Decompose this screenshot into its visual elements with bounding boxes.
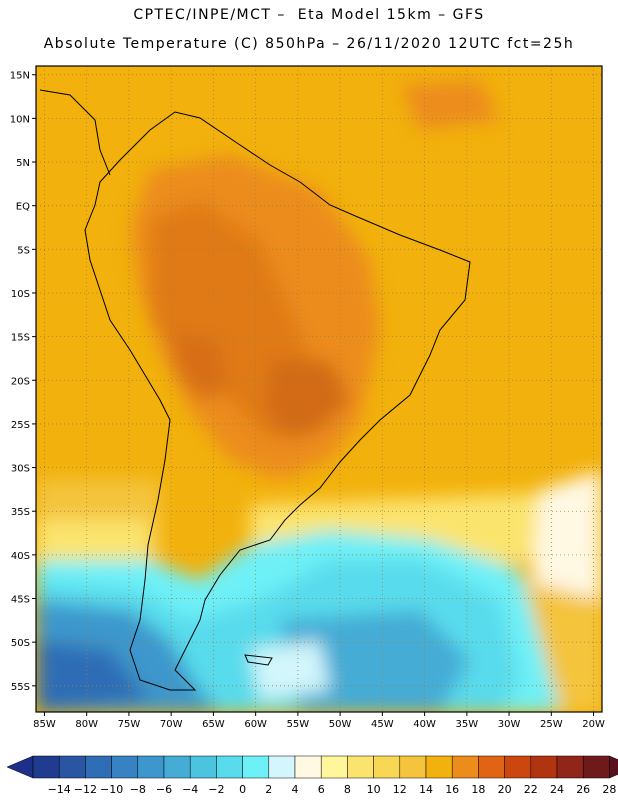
field-atlantic-cream — [530, 470, 602, 620]
colorbar-box — [111, 755, 139, 779]
lat-tick-label: 30S — [11, 464, 30, 475]
title-line-2: Absolute Temperature (C) 850hPa – 26/11/… — [43, 36, 575, 52]
central-america-coastline — [39, 89, 111, 176]
lat-tick-label: EQ — [16, 202, 30, 213]
colorbar: −14 −12 −10 −8 −6 −4 −2 0 2 4 6 8 10 12 14 16 18 20 22 24 26… — [6, 755, 618, 796]
longitude-labels: 85W 80W 75W 70W 65W 60W 55W 50W 45W 40W 35W 30W 25W 2… — [33, 712, 605, 730]
colorbar-tick-label: 28 — [602, 783, 616, 796]
lat-tick-label: 10S — [11, 289, 30, 300]
lon-tick-label: 40W — [413, 719, 436, 730]
colorbar-box — [58, 755, 86, 779]
colorbar-tick-label: 12 — [393, 783, 407, 796]
colorbar-tick-label: 24 — [550, 783, 564, 796]
field-pale-patch — [250, 640, 330, 700]
colorbar-box — [451, 755, 479, 779]
lon-tick-label: 85W — [33, 719, 56, 730]
colorbar-box — [478, 755, 505, 779]
lon-tick-label: 60W — [244, 719, 267, 730]
colorbar-tick-label: 8 — [344, 783, 351, 796]
lat-tick-label: 15N — [10, 71, 30, 82]
colorbar-tick-label: 16 — [445, 783, 459, 796]
lon-tick-label: 20W — [582, 719, 605, 730]
colorbar-tick-label: −8 — [130, 783, 146, 796]
lat-tick-label: 45S — [11, 595, 30, 606]
lon-tick-label: 25W — [540, 719, 563, 730]
lat-tick-label: 40S — [11, 551, 30, 562]
colorbar-tick-label: −6 — [156, 783, 172, 796]
colorbar-box — [32, 755, 60, 779]
lat-tick-label: 50S — [11, 638, 30, 649]
lon-tick-label: 50W — [329, 719, 352, 730]
falkland-islands — [244, 654, 273, 666]
colorbar-under-arrow — [6, 755, 34, 779]
colorbar-tick-label: 20 — [498, 783, 512, 796]
colorbar-box — [189, 755, 217, 779]
lon-tick-label: 30W — [498, 719, 521, 730]
lon-tick-label: 65W — [202, 719, 225, 730]
colorbar-box — [399, 755, 427, 779]
colorbar-box — [347, 755, 374, 779]
field-pacific-band-2 — [36, 520, 150, 570]
lat-tick-label: 35S — [11, 507, 30, 518]
colorbar-tick-label: −4 — [182, 783, 198, 796]
colorbar-box — [242, 755, 270, 779]
lat-tick-label: 20S — [11, 376, 30, 387]
colorbar-tick-label: −14 — [48, 783, 71, 796]
lon-tick-label: 75W — [118, 719, 141, 730]
lon-tick-label: 45W — [371, 719, 394, 730]
title-line-1: CPTEC/INPE/MCT – Eta Model 15km – GFS — [133, 7, 485, 23]
colorbar-box — [163, 755, 191, 779]
coastlines — [39, 89, 471, 691]
colorbar-tick-label: −12 — [74, 783, 97, 796]
lat-tick-label: 5N — [16, 158, 30, 169]
colorbar-box — [582, 755, 610, 779]
field-hot-spot-2 — [170, 330, 230, 400]
colorbar-box — [137, 755, 165, 779]
colorbar-box — [216, 755, 243, 779]
colorbar-tick-label: −2 — [208, 783, 224, 796]
colorbar-tick-label: 18 — [471, 783, 485, 796]
field-atlantic-warm-east — [520, 580, 602, 712]
lat-tick-label: 10N — [10, 114, 30, 125]
lon-tick-label: 35W — [456, 719, 479, 730]
lon-tick-label: 80W — [75, 719, 98, 730]
field-north-warm — [400, 80, 500, 130]
field-cold-deep — [36, 640, 150, 712]
colorbar-tick-label: 10 — [367, 783, 381, 796]
colorbar-tick-label: 4 — [292, 783, 299, 796]
temperature-field — [36, 66, 602, 712]
colorbar-box — [373, 755, 401, 779]
latitude-labels: 15N 10N 5N EQ 5S 10S 15S 20S 25S 30S 35S 40S 45S 50S 5… — [10, 71, 36, 693]
colorbar-box — [85, 755, 112, 779]
lat-tick-label: 5S — [17, 245, 30, 256]
lat-tick-label: 25S — [11, 420, 30, 431]
map-frame — [35, 65, 603, 713]
colorbar-box — [294, 755, 322, 779]
colorbar-tick-label: 0 — [239, 783, 246, 796]
colorbar-tick-label: −10 — [100, 783, 123, 796]
colorbar-tick-label: 6 — [318, 783, 325, 796]
lat-tick-label: 55S — [11, 682, 30, 693]
colorbar-boxes — [6, 755, 618, 779]
lon-tick-label: 70W — [160, 719, 183, 730]
colorbar-box — [504, 755, 532, 779]
colorbar-tick-label: 22 — [524, 783, 538, 796]
colorbar-labels: −14 −12 −10 −8 −6 −4 −2 0 2 4 6 8 10 12 14 16 18 20 22 24 26… — [48, 783, 617, 796]
colorbar-box — [556, 755, 584, 779]
temperature-map: 15N 10N 5N EQ 5S 10S 15S 20S 25S 30S 35S 40S 45S 50S 5… — [10, 65, 605, 730]
colorbar-box — [425, 755, 453, 779]
colorbar-box — [530, 755, 558, 779]
colorbar-box — [320, 755, 348, 779]
colorbar-over-arrow — [609, 755, 618, 779]
lon-tick-label: 55W — [287, 719, 310, 730]
colorbar-tick-label: 14 — [419, 783, 433, 796]
lat-tick-label: 15S — [11, 333, 30, 344]
colorbar-box — [268, 755, 296, 779]
colorbar-tick-label: 2 — [265, 783, 272, 796]
south-america-coastline — [84, 111, 471, 691]
colorbar-tick-label: 26 — [576, 783, 590, 796]
